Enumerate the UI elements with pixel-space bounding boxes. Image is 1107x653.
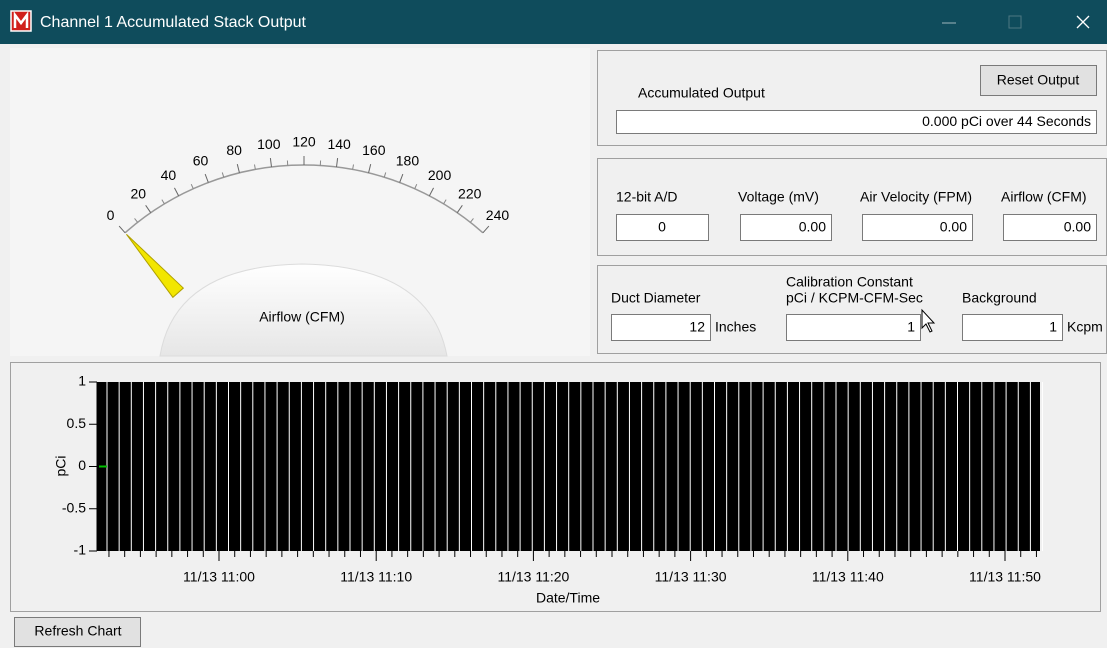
gauge-scale-label: 120 xyxy=(292,134,316,150)
gauge-label: Airflow (CFM) xyxy=(259,309,345,325)
reading-label: Air Velocity (FPM) xyxy=(860,189,972,205)
gauge-scale-label: 140 xyxy=(327,136,351,152)
x-tick-label: 11/13 11:50 xyxy=(969,569,1041,585)
x-tick-label: 11/13 11:30 xyxy=(655,569,727,585)
y-tick-label: -0.5 xyxy=(62,499,86,515)
y-axis-label: pCi xyxy=(53,455,69,476)
x-axis-label: Date/Time xyxy=(536,590,600,606)
y-tick-label: 0.5 xyxy=(67,415,87,431)
y-tick-label: 1 xyxy=(78,373,86,389)
x-tick-label: 11/13 11:00 xyxy=(183,569,255,585)
reading-label: Voltage (mV) xyxy=(738,189,819,205)
gauge-scale-label: 220 xyxy=(458,185,482,201)
accumulated-label: Accumulated Output xyxy=(638,85,765,101)
reading-value-text: 0.00 xyxy=(1064,219,1091,235)
window-title: Channel 1 Accumulated Stack Output xyxy=(40,14,306,31)
background-value-text: 1 xyxy=(1049,319,1057,335)
reading-value-text: 0 xyxy=(658,219,666,235)
refresh-button-text[interactable]: Refresh Chart xyxy=(34,623,121,639)
gauge-scale-label: 20 xyxy=(130,185,146,201)
background-value xyxy=(963,315,1063,341)
reading-label: 12-bit A/D xyxy=(616,189,677,205)
gauge-scale-label: 160 xyxy=(362,142,386,158)
reset-button-text[interactable]: Reset Output xyxy=(997,72,1080,88)
reading-value-text: 0.00 xyxy=(940,219,967,235)
x-tick-label: 11/13 11:40 xyxy=(812,569,884,585)
background-unit: Kcpm xyxy=(1067,319,1103,335)
gauge-scale-label: 180 xyxy=(396,153,420,169)
calibration-sublabel: pCi / KCPM-CFM-Sec xyxy=(786,290,923,306)
y-tick-label: -1 xyxy=(74,542,87,558)
calibration-value-text: 1 xyxy=(907,319,915,335)
gauge-scale-label: 200 xyxy=(428,167,452,183)
calibration-label: Calibration Constant xyxy=(786,274,913,290)
duct-value-text: 12 xyxy=(689,319,705,335)
gauge-scale-label: 40 xyxy=(161,167,177,183)
gauge-scale-label: 100 xyxy=(257,136,281,152)
gauge-scale-label: 0 xyxy=(107,207,115,223)
reading-label: Airflow (CFM) xyxy=(1001,189,1087,205)
gauge-scale-label: 60 xyxy=(193,153,209,169)
y-tick-label: 0 xyxy=(78,457,86,473)
reading-value-text: 0.00 xyxy=(799,219,826,235)
gauge-scale-label: 80 xyxy=(226,142,242,158)
duct-label: Duct Diameter xyxy=(611,290,701,306)
accumulated-value-text: 0.000 pCi over 44 Seconds xyxy=(922,113,1091,129)
gauge-scale-label: 240 xyxy=(486,207,510,223)
x-tick-label: 11/13 11:10 xyxy=(340,569,412,585)
calibration-value xyxy=(787,315,921,341)
background-label: Background xyxy=(962,290,1037,306)
x-tick-label: 11/13 11:20 xyxy=(497,569,569,585)
duct-unit: Inches xyxy=(715,319,756,335)
